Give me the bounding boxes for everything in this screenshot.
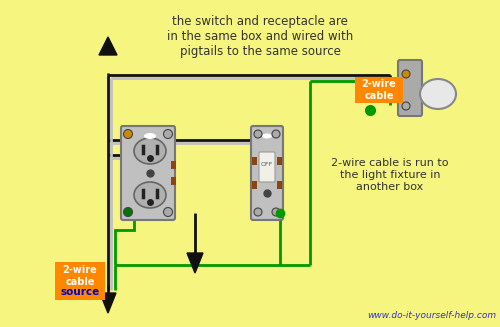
Polygon shape <box>100 293 116 313</box>
Circle shape <box>272 208 280 216</box>
Bar <box>252 157 257 165</box>
Circle shape <box>402 102 410 110</box>
Bar <box>355 77 403 103</box>
Ellipse shape <box>134 182 166 208</box>
Text: the switch and receptacle are
in the same box and wired with
pigtails to the sam: the switch and receptacle are in the sam… <box>167 15 353 58</box>
FancyBboxPatch shape <box>259 152 275 182</box>
Ellipse shape <box>144 133 156 139</box>
FancyBboxPatch shape <box>121 126 175 220</box>
Text: OFF: OFF <box>261 162 273 166</box>
Bar <box>171 161 176 169</box>
FancyBboxPatch shape <box>398 60 422 116</box>
Circle shape <box>254 130 262 138</box>
Text: 2-wire cable is run to
the light fixture in
another box: 2-wire cable is run to the light fixture… <box>331 158 449 192</box>
Ellipse shape <box>262 133 272 139</box>
Bar <box>171 177 176 185</box>
Circle shape <box>124 129 132 139</box>
Polygon shape <box>187 253 203 273</box>
Circle shape <box>272 130 280 138</box>
Bar <box>252 181 257 189</box>
Text: 2-wire
cable: 2-wire cable <box>62 265 98 287</box>
Text: www.do-it-yourself-help.com: www.do-it-yourself-help.com <box>367 311 496 320</box>
Bar <box>277 181 282 189</box>
Circle shape <box>124 208 132 216</box>
Circle shape <box>164 129 172 139</box>
Ellipse shape <box>420 79 456 109</box>
Text: 2-wire
cable: 2-wire cable <box>362 79 396 101</box>
Circle shape <box>402 70 410 78</box>
Bar <box>277 157 282 165</box>
Bar <box>55 262 105 300</box>
Ellipse shape <box>134 138 166 164</box>
Circle shape <box>164 208 172 216</box>
Polygon shape <box>99 37 117 55</box>
FancyBboxPatch shape <box>251 126 283 220</box>
Circle shape <box>254 208 262 216</box>
Text: source: source <box>60 287 100 297</box>
